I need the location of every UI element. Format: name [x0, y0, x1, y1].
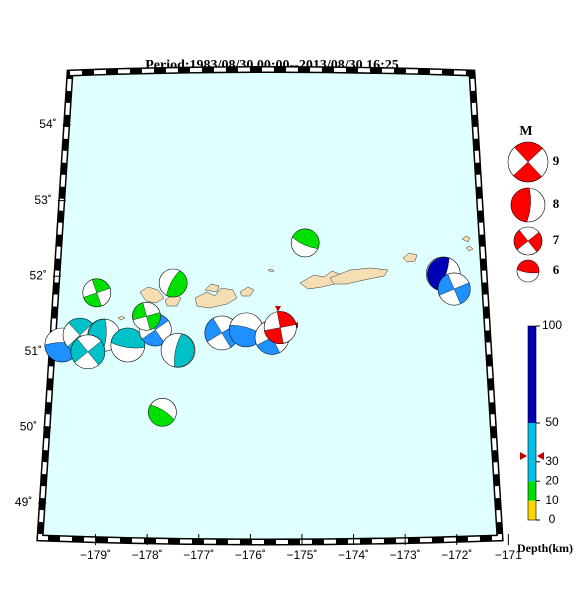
compression-region — [70, 338, 106, 366]
islands — [117, 235, 474, 321]
compression-region — [437, 273, 471, 305]
lat-label: 52˚ — [30, 268, 47, 282]
depth-tick-label: 50 — [545, 415, 559, 429]
depth-band — [528, 326, 536, 423]
lon-label: −172˚ — [441, 548, 472, 562]
lon-label: −178˚ — [132, 548, 163, 562]
lon-label: −175˚ — [286, 548, 317, 562]
compression-region — [264, 311, 297, 344]
lat-label: 51˚ — [25, 344, 42, 358]
compression-region — [174, 333, 195, 368]
legend-label: 8 — [553, 196, 560, 211]
lat-label: 49˚ — [15, 495, 32, 509]
lat-label: 50˚ — [20, 420, 37, 434]
compression-region — [148, 404, 175, 427]
depth-marker — [520, 451, 544, 460]
legend-title: M — [519, 124, 532, 139]
compression-region — [83, 278, 111, 308]
depth-label: Depth(km) — [517, 541, 573, 555]
compression-region — [228, 324, 263, 348]
map-area — [40, 69, 500, 542]
legend-label: 7 — [553, 232, 560, 247]
depth-tick-label: 20 — [545, 473, 559, 487]
legend-label: 9 — [553, 153, 560, 168]
compression-region — [513, 229, 543, 253]
compression-region — [516, 259, 540, 274]
depth-band — [528, 500, 536, 520]
compression-region — [513, 141, 543, 183]
depth-tick-label: 30 — [545, 454, 559, 468]
depth-band — [528, 461, 536, 482]
compression-region — [292, 228, 320, 249]
lat-label: 53˚ — [34, 193, 51, 207]
depth-tick-label: 0 — [549, 512, 556, 526]
depth-tick-label: 100 — [542, 318, 562, 332]
frame-dashes — [37, 67, 503, 544]
lon-label: −179˚ — [80, 548, 111, 562]
depth-band — [528, 481, 536, 501]
compression-region — [510, 187, 531, 223]
depth-band — [528, 423, 536, 462]
lon-label: −177˚ — [183, 548, 214, 562]
legend-label: 6 — [553, 262, 560, 277]
lon-label: −171 — [495, 548, 522, 562]
lat-label: 54˚ — [39, 117, 56, 131]
compression-region — [166, 270, 188, 298]
lon-label: −176˚ — [235, 548, 266, 562]
lon-label: −174˚ — [338, 548, 369, 562]
lon-label: −173˚ — [390, 548, 421, 562]
depth-tick-label: 10 — [545, 493, 559, 507]
compression-region — [132, 302, 161, 331]
